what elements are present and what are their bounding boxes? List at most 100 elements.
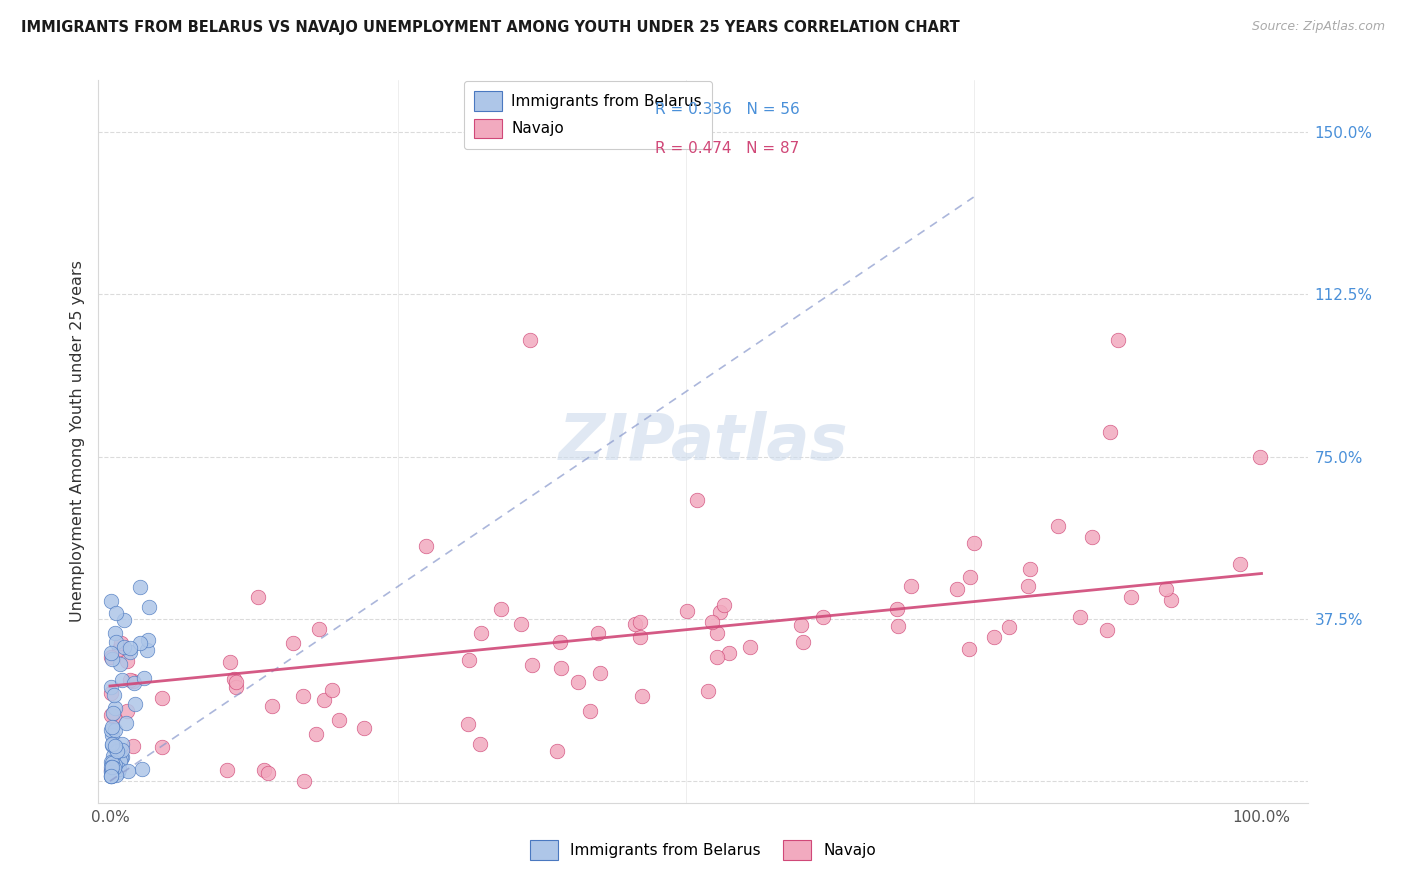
Point [111,743,134,757]
Point [702,615,724,629]
Point [886,601,908,615]
Point [129,580,152,594]
Point [110,737,132,751]
Point [100,760,122,774]
Point [108,657,131,671]
Point [100,769,122,783]
Point [114,715,136,730]
Point [219,655,242,669]
Point [1160,592,1182,607]
Point [103,688,125,702]
Point [900,579,922,593]
Point [100,737,122,751]
Point [792,635,814,649]
Point [709,605,731,619]
Point [1019,562,1042,576]
Point [292,774,315,789]
Point [697,684,720,698]
Point [489,601,512,615]
Point [470,738,492,752]
Point [253,763,276,777]
Point [103,706,125,720]
Point [946,582,969,596]
Y-axis label: Unemployment Among Youth under 25 years: Unemployment Among Youth under 25 years [70,260,86,623]
Point [100,755,122,769]
Point [121,673,143,688]
Point [257,766,280,780]
Point [246,591,269,605]
Point [101,652,124,666]
Point [1098,425,1121,440]
Point [1121,590,1143,604]
Point [312,693,335,707]
Point [790,617,813,632]
Point [1095,623,1118,637]
Text: IMMIGRANTS FROM BELARUS VS NAVAJO UNEMPLOYMENT AMONG YOUTH UNDER 25 YEARS CORREL: IMMIGRANTS FROM BELARUS VS NAVAJO UNEMPL… [21,20,960,35]
Point [120,645,142,659]
Point [224,673,246,687]
Legend: Immigrants from Belarus, Navajo: Immigrants from Belarus, Navajo [523,832,883,867]
Point [321,683,343,698]
Point [150,739,173,754]
Point [1017,579,1039,593]
Point [110,750,132,764]
Point [132,671,155,685]
Point [738,640,761,654]
Point [713,599,735,613]
Text: R = 0.336   N = 56: R = 0.336 N = 56 [655,103,800,118]
Point [1069,610,1091,624]
Point [100,594,122,608]
Point [567,675,589,690]
Point [101,756,124,771]
Point [124,697,146,711]
Text: ZIPatlas: ZIPatlas [558,410,848,473]
Point [100,723,122,737]
Point [104,723,127,737]
Point [100,764,122,778]
Point [100,686,122,700]
Point [217,763,239,777]
Point [588,626,610,640]
Point [1249,450,1271,464]
Point [1154,582,1177,596]
Point [100,708,122,723]
Point [104,625,127,640]
Point [150,691,173,706]
Point [548,635,571,649]
Point [686,492,709,507]
Point [108,754,131,768]
Point [111,749,134,764]
Point [112,613,135,627]
Point [107,765,129,780]
Point [107,641,129,656]
Point [415,539,437,553]
Point [1229,557,1251,571]
Point [138,600,160,615]
Point [328,713,350,727]
Point [1046,519,1069,533]
Point [100,680,122,694]
Text: R = 0.474   N = 87: R = 0.474 N = 87 [655,141,799,156]
Point [983,631,1005,645]
Point [546,744,568,758]
Point [1107,333,1129,347]
Point [131,762,153,776]
Point [122,676,145,690]
Point [101,728,124,742]
Point [887,619,910,633]
Point [108,762,131,776]
Point [998,620,1021,634]
Point [305,726,328,740]
Point [457,653,479,667]
Point [104,757,127,772]
Point [104,768,127,782]
Point [115,704,138,718]
Point [104,635,127,649]
Point [136,632,159,647]
Point [457,717,479,731]
Point [717,646,740,660]
Point [103,701,125,715]
Point [100,720,122,734]
Point [100,768,122,782]
Point [111,673,134,687]
